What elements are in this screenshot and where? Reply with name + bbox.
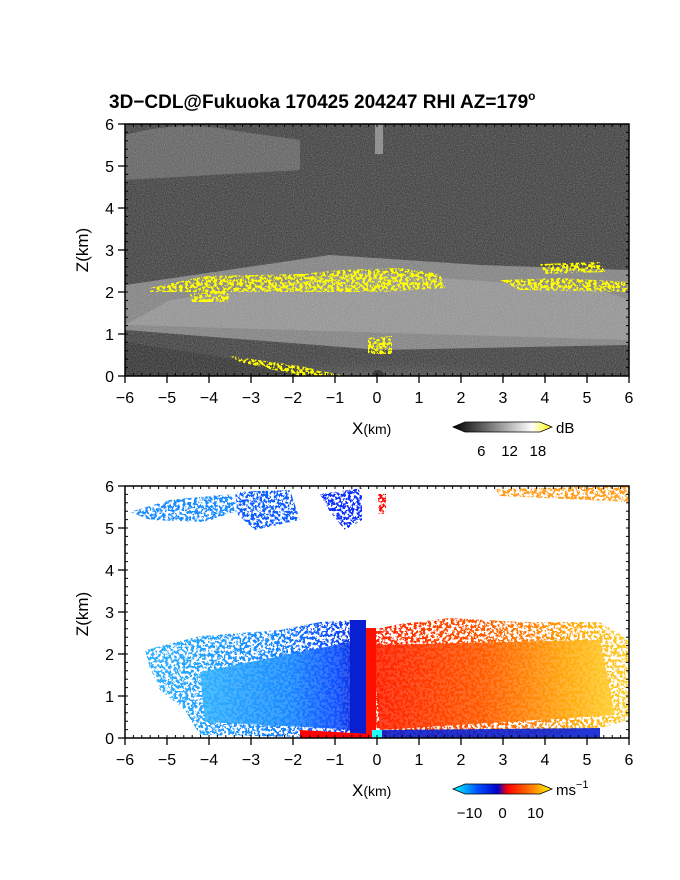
top-x-tick-label: −2 <box>284 390 302 407</box>
top-x-tick-label: 3 <box>499 390 508 407</box>
top-y-tick-label: 0 <box>105 369 114 386</box>
top-colorbar: 6 12 18 dB <box>451 420 574 460</box>
bottom-x-tick-label: 5 <box>583 752 592 769</box>
top-x-tick-label: −5 <box>158 390 176 407</box>
bottom-colorbar-tick-label: −10 <box>457 805 482 822</box>
bottom-y-tick-label: 0 <box>105 731 114 748</box>
top-y-tick-label: 1 <box>105 327 114 344</box>
bottom-x-tick-label: 2 <box>457 752 466 769</box>
bottom-x-tick-label: 3 <box>499 752 508 769</box>
top-colorbar-tick-label: 12 <box>501 443 518 460</box>
top-x-tick-label: 0 <box>373 390 382 407</box>
bottom-x-tick-label: −2 <box>284 752 302 769</box>
top-y-tick-label: 4 <box>105 201 114 218</box>
bottom-y-tick-label: 2 <box>105 647 114 664</box>
bottom-colorbar-tick-label: 0 <box>498 805 506 822</box>
bottom-x-label: X(km) <box>352 781 391 800</box>
bottom-colorbar-tick-label: 10 <box>527 805 544 822</box>
top-x-tick-label: −4 <box>200 390 218 407</box>
top-y-tick-label: 2 <box>105 285 114 302</box>
bottom-x-tick-label: 0 <box>373 752 382 769</box>
bottom-y-tick-label: 4 <box>105 563 114 580</box>
bottom-y-tick-label: 3 <box>105 605 114 622</box>
top-colorbar-tick-label: 18 <box>530 443 547 460</box>
top-y-label: Z(km) <box>73 228 92 272</box>
top-y-tick-label: 6 <box>105 117 114 134</box>
top-y-tick-label: 3 <box>105 243 114 260</box>
bottom-x-tick-label: 1 <box>415 752 424 769</box>
top-x-tick-label: −6 <box>116 390 134 407</box>
top-x-tick-label: 1 <box>415 390 424 407</box>
top-x-tick-label: 5 <box>583 390 592 407</box>
bottom-y-label: Z(km) <box>73 592 92 636</box>
bottom-x-tick-label: −1 <box>326 752 344 769</box>
top-colorbar-tick-label: 6 <box>477 443 485 460</box>
bottom-x-tick-label: −6 <box>116 752 134 769</box>
top-y-tick-label: 5 <box>105 159 114 176</box>
figure-title: 3D−CDL@Fukuoka 170425 204247 RHI AZ=179o <box>109 89 536 113</box>
bottom-y-tick-label: 1 <box>105 689 114 706</box>
top-x-tick-label: −3 <box>242 390 260 407</box>
bottom-x-tick-label: 6 <box>625 752 634 769</box>
top-heatmap-field <box>125 124 629 376</box>
bottom-colorbar: −10 0 10 ms−1 <box>451 779 589 822</box>
bottom-x-tick-label: 4 <box>541 752 550 769</box>
bottom-y-tick-label: 5 <box>105 521 114 538</box>
top-x-tick-label: 6 <box>625 390 634 407</box>
bottom-heatmap-field <box>125 486 629 738</box>
top-x-tick-label: −1 <box>326 390 344 407</box>
bottom-y-tick-label: 6 <box>105 479 114 496</box>
bottom-x-tick-label: −4 <box>200 752 218 769</box>
top-colorbar-unit: dB <box>556 420 574 437</box>
bottom-colorbar-unit: ms−1 <box>556 779 589 799</box>
top-x-label: X(km) <box>352 419 391 438</box>
bottom-x-tick-label: −5 <box>158 752 176 769</box>
bottom-x-tick-label: −3 <box>242 752 260 769</box>
top-x-tick-label: 4 <box>541 390 550 407</box>
top-x-tick-label: 2 <box>457 390 466 407</box>
